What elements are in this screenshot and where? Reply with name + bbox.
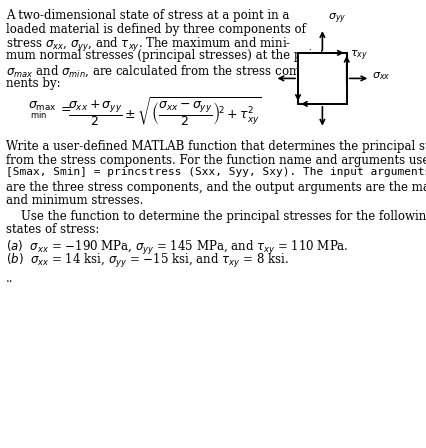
Text: states of stress:: states of stress: bbox=[6, 223, 99, 236]
Text: from the stress components. For the function name and arguments use: from the stress components. For the func… bbox=[6, 154, 426, 167]
Text: $\sigma_{xx}$: $\sigma_{xx}$ bbox=[371, 70, 390, 82]
Text: $(b)$  $\sigma_{xx}$ = 14 ksi, $\sigma_{yy}$ = $-$15 ksi, and $\tau_{xy}$ = 8 ks: $(b)$ $\sigma_{xx}$ = 14 ksi, $\sigma_{y… bbox=[6, 252, 288, 270]
Text: loaded material is defined by three components of: loaded material is defined by three comp… bbox=[6, 22, 305, 35]
Text: $(a)$  $\sigma_{xx}$ = $-$190 MPa, $\sigma_{yy}$ = 145 MPa, and $\tau_{xy}$ = 11: $(a)$ $\sigma_{xx}$ = $-$190 MPa, $\sigm… bbox=[6, 238, 348, 257]
Bar bbox=[297, 53, 346, 104]
Text: Write a user-defined MATLAB function that determines the principal stresses: Write a user-defined MATLAB function tha… bbox=[6, 140, 426, 153]
Text: $=$: $=$ bbox=[58, 101, 72, 114]
Text: are the three stress components, and the output arguments are the maximum: are the three stress components, and the… bbox=[6, 181, 426, 194]
Text: nents by:: nents by: bbox=[6, 77, 60, 90]
Text: mum normal stresses (principal stresses) at the point,: mum normal stresses (principal stresses)… bbox=[6, 49, 328, 63]
Text: $\sigma_{yy}$: $\sigma_{yy}$ bbox=[327, 12, 345, 26]
Text: Use the function to determine the principal stresses for the following: Use the function to determine the princi… bbox=[6, 210, 426, 223]
Text: $\tau_{xy}$: $\tau_{xy}$ bbox=[349, 48, 367, 63]
Text: stress $\sigma_{xx}$, $\sigma_{yy}$, and $\tau_{xy}$. The maximum and mini-: stress $\sigma_{xx}$, $\sigma_{yy}$, and… bbox=[6, 36, 291, 54]
Text: [Smax, Smin] = princstress (Sxx, Syy, Sxy). The input arguments: [Smax, Smin] = princstress (Sxx, Syy, Sx… bbox=[6, 167, 426, 177]
Text: and minimum stresses.: and minimum stresses. bbox=[6, 194, 143, 207]
Text: $\mathrm{min}$: $\mathrm{min}$ bbox=[30, 109, 47, 120]
Text: $\sigma_{max}$ and $\sigma_{min}$, are calculated from the stress compo-: $\sigma_{max}$ and $\sigma_{min}$, are c… bbox=[6, 63, 319, 80]
Text: $\sigma_{\mathrm{max}}$: $\sigma_{\mathrm{max}}$ bbox=[28, 100, 57, 113]
Text: $\dfrac{\sigma_{xx}+\sigma_{yy}}{2}\pm\sqrt{\left(\dfrac{\sigma_{xx}-\sigma_{yy}: $\dfrac{\sigma_{xx}+\sigma_{yy}}{2}\pm\s… bbox=[68, 96, 261, 129]
Text: ..: .. bbox=[6, 271, 14, 284]
Text: A two-dimensional state of stress at a point in a: A two-dimensional state of stress at a p… bbox=[6, 9, 289, 22]
